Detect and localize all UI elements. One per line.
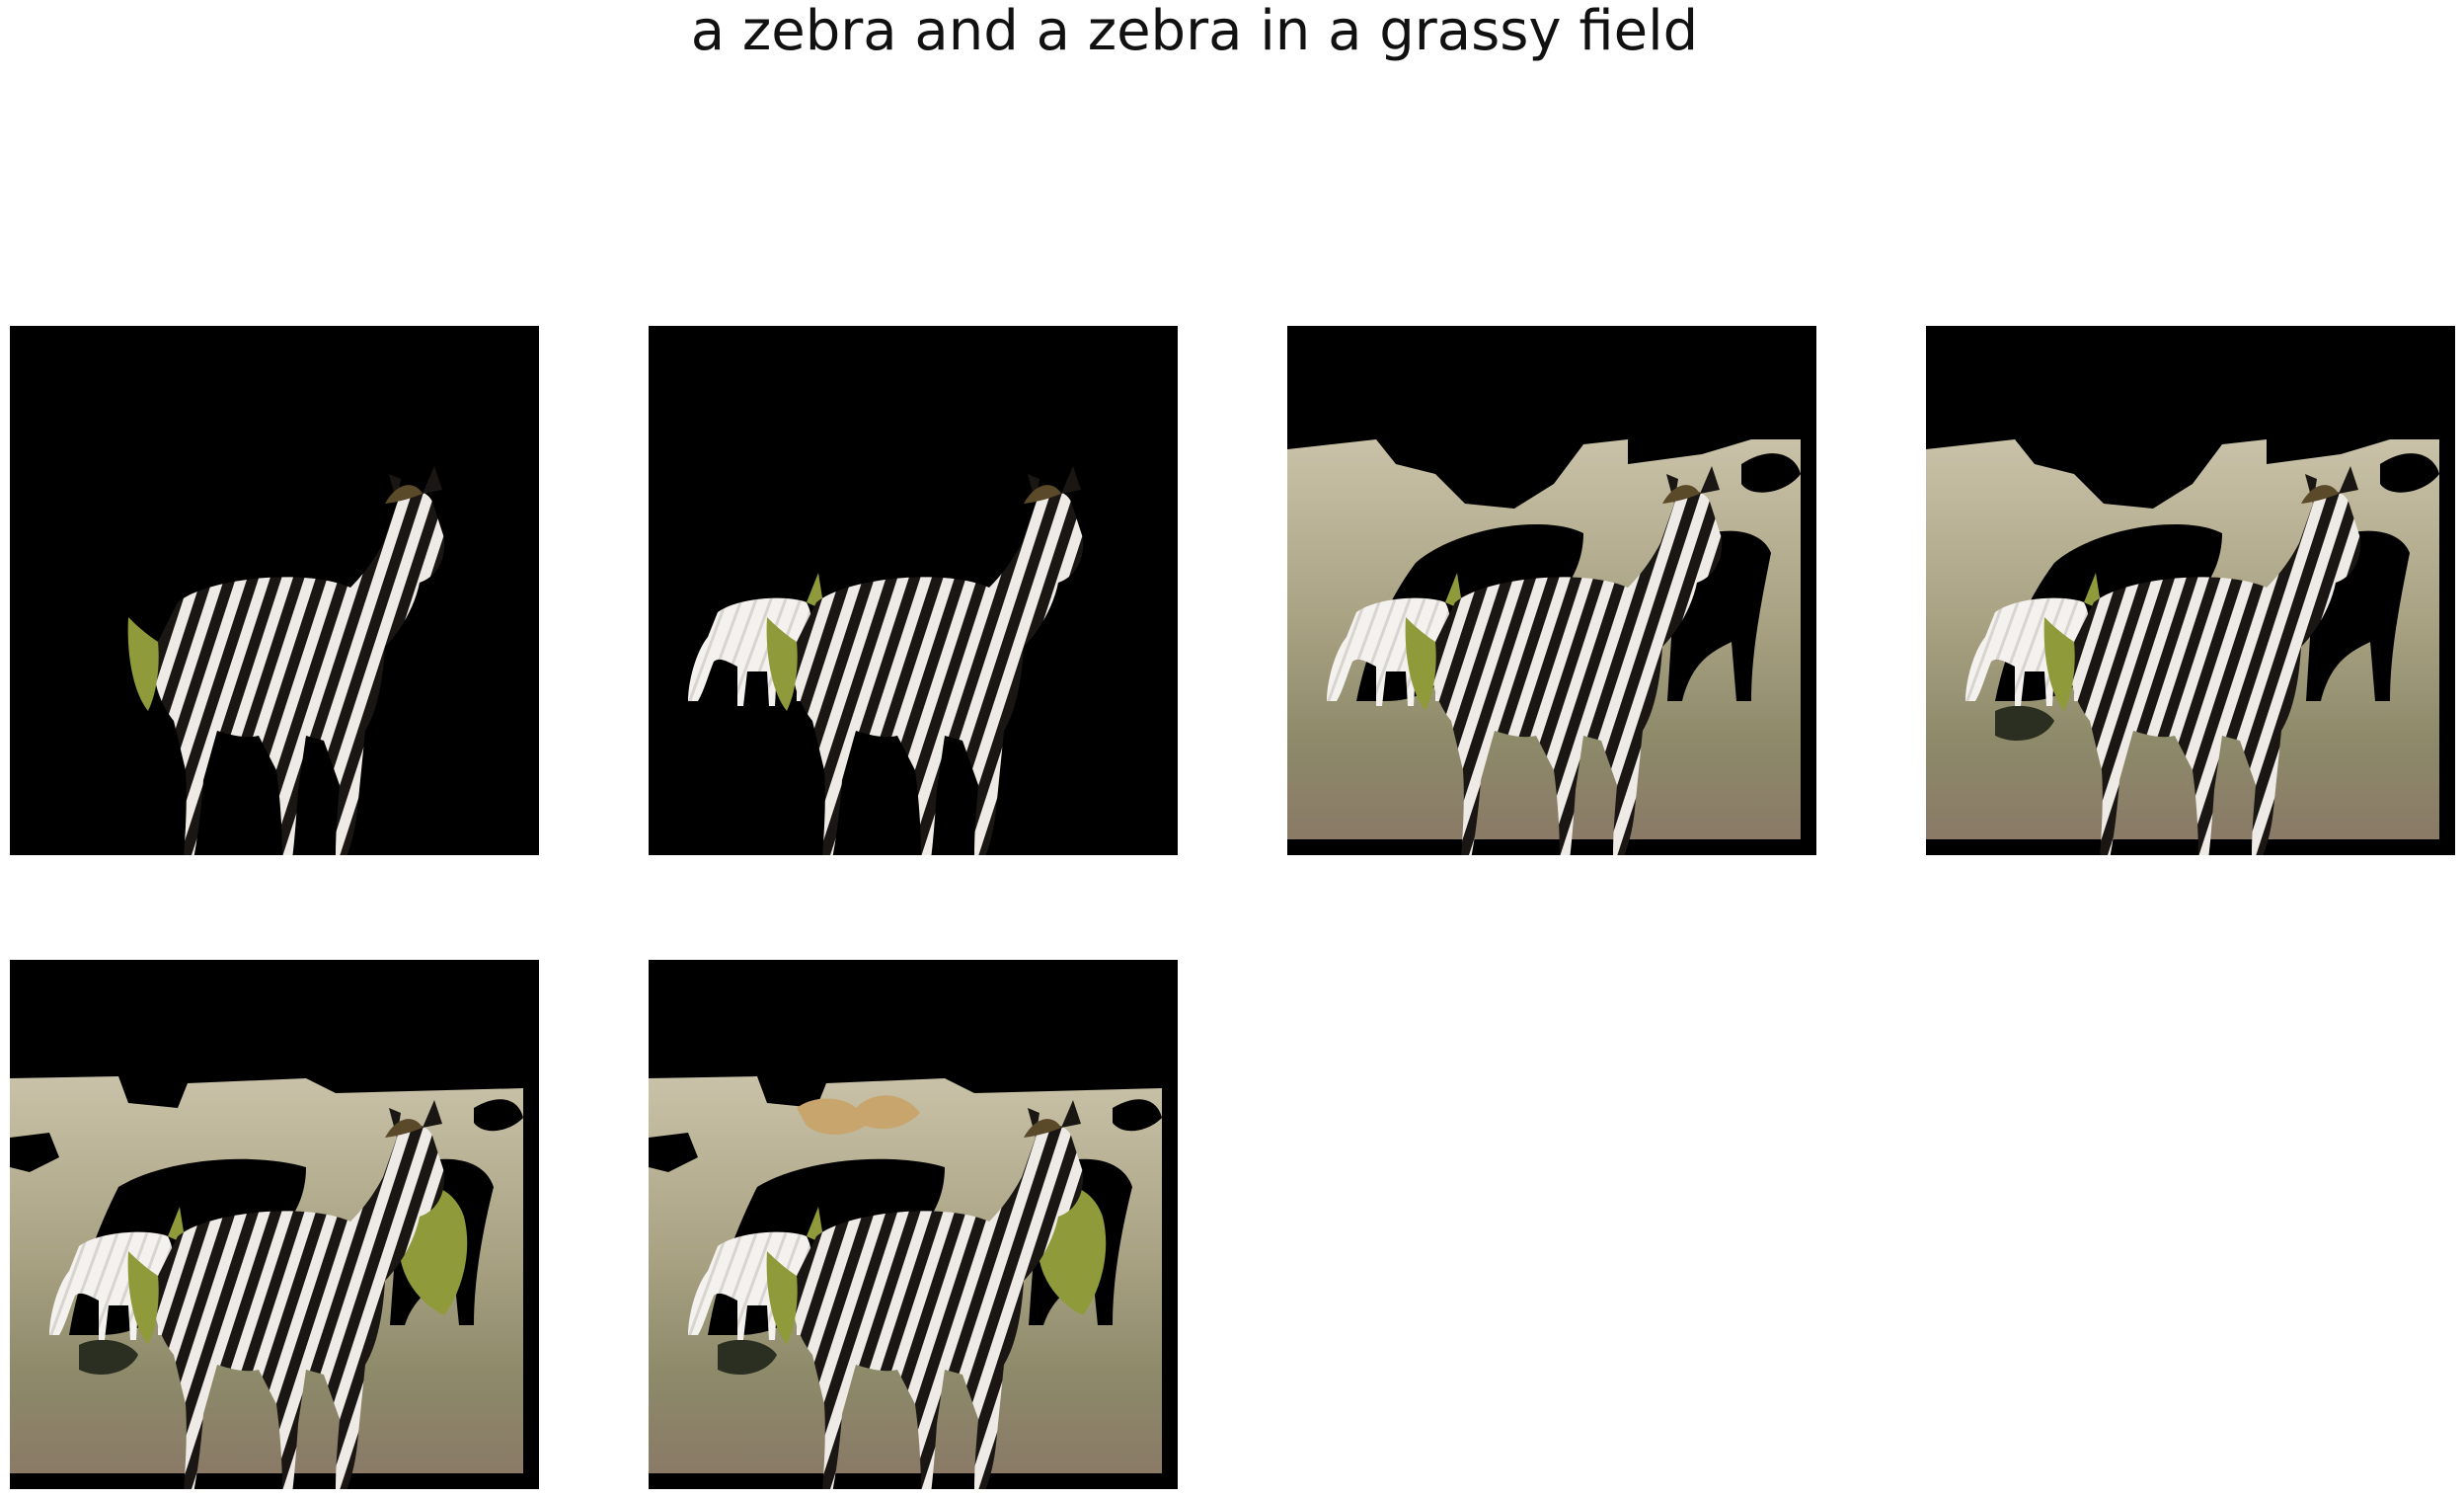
black-mask (1113, 1099, 1162, 1132)
image-panel-5 (10, 960, 539, 1489)
black-mask (1741, 453, 1801, 493)
image-panel-3 (1287, 326, 1816, 855)
image-panel-4 (1926, 326, 2455, 855)
butterfly (797, 1095, 920, 1135)
image-panel-2 (649, 326, 1178, 855)
black-mask (649, 1133, 698, 1172)
shadow-patch (79, 1339, 138, 1375)
panel-image (10, 960, 539, 1489)
black-mask (10, 1133, 59, 1172)
panel-image (1926, 326, 2455, 855)
shadow-patch (718, 1339, 777, 1375)
black-mask (474, 1099, 523, 1132)
panel-image (10, 326, 539, 855)
figure-title: a zebra and a zebra in a grassy field (690, 0, 1699, 63)
black-mask (2380, 453, 2439, 493)
panel-image (1287, 326, 1816, 855)
image-panel-1 (10, 326, 539, 855)
image-panel-6 (649, 960, 1178, 1489)
panel-image (649, 326, 1178, 855)
shadow-patch (1995, 705, 2054, 741)
panel-image (649, 960, 1178, 1489)
